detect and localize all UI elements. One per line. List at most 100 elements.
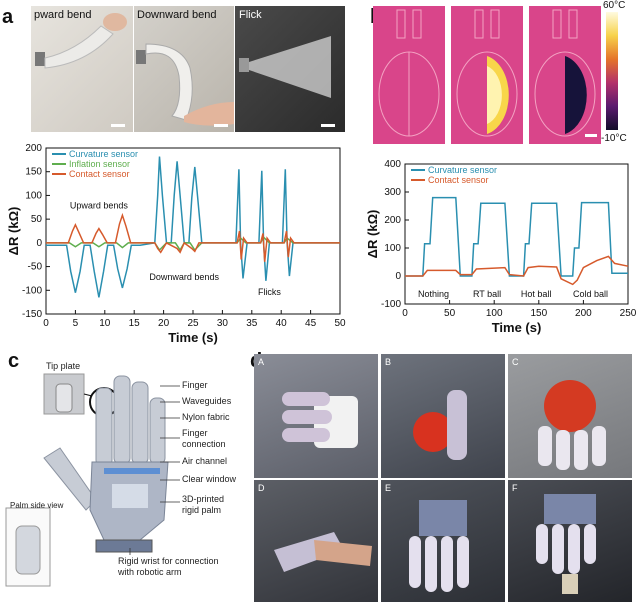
y-tick-label: 200 xyxy=(25,143,42,154)
annotation: Upward bends xyxy=(70,201,129,211)
label-air-channel: Air channel xyxy=(182,456,228,466)
photo-d-c: C xyxy=(508,354,632,478)
y-tick-label: 400 xyxy=(384,159,401,170)
label-wrist: Rigid wrist for connection with robotic … xyxy=(118,556,219,577)
series-line-contact-sensor xyxy=(405,255,629,286)
upward-bend-illustration xyxy=(35,13,127,69)
x-tick-label: 45 xyxy=(305,318,317,329)
label-palm: 3D-printed rigid palm xyxy=(182,494,225,515)
x-tick-label: 35 xyxy=(246,318,258,329)
y-tick-label: -100 xyxy=(381,299,401,310)
downward-bend-illustration xyxy=(136,43,234,126)
panel-c-letter: c xyxy=(8,350,20,372)
legend-label: Curvature sensor xyxy=(428,165,497,175)
gripper-hot-ball xyxy=(456,9,518,137)
x-tick-label: 250 xyxy=(620,308,637,319)
x-tick-label: 20 xyxy=(158,318,170,329)
y-axis-label: ΔR (kΩ) xyxy=(6,207,21,256)
series-line-inflation-sensor xyxy=(46,235,340,252)
photo-label-upward-bend: pward bend xyxy=(34,9,92,21)
y-axis-label: ΔR (kΩ) xyxy=(365,210,380,259)
legend-label: Inflation sensor xyxy=(69,159,130,169)
label-tip-plate: Tip plate xyxy=(46,361,81,371)
label-finger-connection: Finger connection xyxy=(182,428,226,449)
handshake xyxy=(274,532,372,572)
panel-a-letter: a xyxy=(2,6,14,28)
finger xyxy=(131,381,149,465)
y-tick-label: -100 xyxy=(22,285,42,296)
scale-bar xyxy=(585,134,597,137)
y-tick-label: 100 xyxy=(384,243,401,254)
legend-label: Contact sensor xyxy=(69,169,130,179)
label-clear-window: Clear window xyxy=(182,474,237,484)
thermal-image-2 xyxy=(451,6,523,144)
scale-bar xyxy=(111,124,125,127)
annotation: Nothing xyxy=(418,289,449,299)
x-tick-label: 50 xyxy=(334,318,346,329)
x-tick-label: 5 xyxy=(73,318,79,329)
chart-a: 0 5 10 15 20 25 30 35 40 45 50 -150 -100 -50 0 50 100 150… xyxy=(6,143,346,345)
photo-d-b: B xyxy=(381,354,505,478)
colorbar-min-label: -10°C xyxy=(601,133,627,144)
y-tick-label: -50 xyxy=(28,262,43,273)
label-waveguides: Waveguides xyxy=(182,396,232,406)
plot-frame xyxy=(404,163,629,305)
annotation: Flicks xyxy=(258,287,281,297)
colorbar xyxy=(606,12,618,130)
x-tick-label: 15 xyxy=(129,318,141,329)
flick-illustration xyxy=(239,36,331,98)
tile-label-b: B xyxy=(385,357,392,367)
y-tick-label: 100 xyxy=(25,190,42,201)
y-tick-label: -150 xyxy=(22,309,42,320)
photo-d-e: E xyxy=(381,480,505,602)
x-tick-label: 40 xyxy=(276,318,288,329)
hand-pinching-block xyxy=(536,494,596,594)
hand-holding-tomato-palm xyxy=(538,380,606,470)
annotation: Hot ball xyxy=(521,289,552,299)
gripper-cold-ball xyxy=(534,9,596,137)
colorbar-max-label: 60°C xyxy=(603,0,626,11)
x-tick-label: 200 xyxy=(575,308,592,319)
annotation: Downward bends xyxy=(149,272,219,282)
x-tick-label: 50 xyxy=(444,308,456,319)
legend-label: Curvature sensor xyxy=(69,149,138,159)
photo-d-f: F xyxy=(508,480,632,602)
finger xyxy=(113,375,131,465)
y-tick-label: 300 xyxy=(384,187,401,198)
tile-label-a: A xyxy=(258,357,265,367)
annotation: Cold ball xyxy=(573,289,608,299)
clear-window xyxy=(112,484,148,508)
air-channel xyxy=(104,468,160,474)
open-hand-down xyxy=(409,500,469,592)
hand-diagram xyxy=(5,373,180,587)
legend-label: Contact sensor xyxy=(428,175,489,185)
x-tick-label: 0 xyxy=(402,308,408,319)
thermal-image-3 xyxy=(529,6,601,144)
label-palm-side-view: Palm side view xyxy=(10,501,64,510)
photo-upward-bend: pward bend xyxy=(31,6,133,132)
annotation: RT ball xyxy=(473,289,501,299)
x-tick-label: 10 xyxy=(99,318,111,329)
series-line-curvature-sensor xyxy=(46,156,340,298)
y-tick-label: 150 xyxy=(25,167,42,178)
tile-label-d: D xyxy=(258,483,265,493)
tile-label-f: F xyxy=(512,483,518,493)
label-finger: Finger xyxy=(182,380,208,390)
hand-holding-mug xyxy=(282,392,358,448)
series-line-contact-sensor xyxy=(46,212,340,262)
label-nylon-fabric: Nylon fabric xyxy=(182,412,230,422)
photo-d-a: A xyxy=(254,354,378,478)
photo-d-d: D xyxy=(254,480,378,602)
x-axis-label: Time (s) xyxy=(168,330,218,345)
photo-downward-bend: Downward bend xyxy=(134,6,234,132)
x-tick-label: 0 xyxy=(43,318,49,329)
wrist xyxy=(95,539,153,553)
tile-label-c: C xyxy=(512,357,519,367)
scale-bar xyxy=(214,124,228,127)
scale-bar xyxy=(321,124,335,127)
x-tick-label: 150 xyxy=(530,308,547,319)
photo-label-flick: Flick xyxy=(239,9,262,21)
x-tick-label: 100 xyxy=(486,308,503,319)
hand-holding-tomato xyxy=(413,390,467,460)
